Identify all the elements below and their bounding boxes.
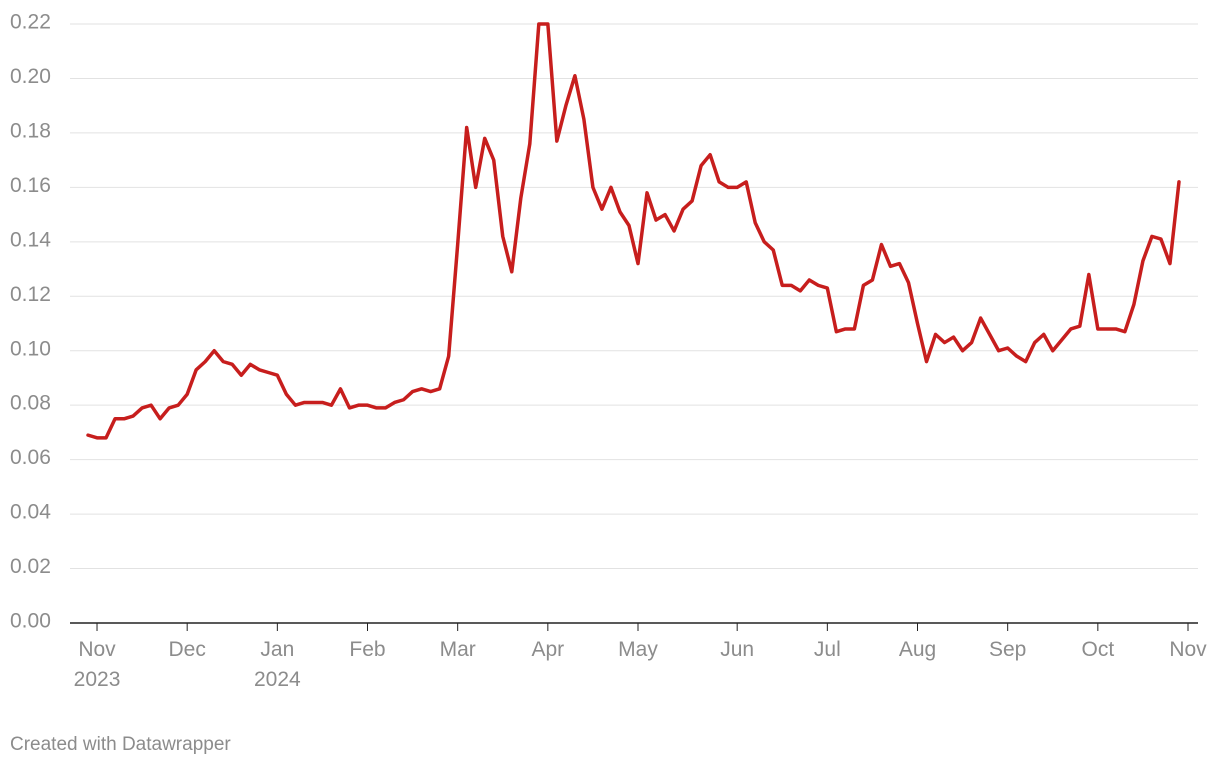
data-line [86,22,1181,440]
x-tick-label: Jul [813,638,841,661]
x-tick-label: Nov [1169,638,1207,661]
y-tick-label: 0.04 [10,501,51,524]
footer: Created with Datawrapper [10,734,231,755]
x-tick-label: May [618,638,658,661]
y-tick-label: 0.20 [10,65,51,88]
x-tick-label: Mar [439,638,476,661]
y-tick-label: 0.16 [10,174,51,197]
y-tick-label: 0.22 [10,11,51,34]
x-tick-label: Jan 2024 [253,638,301,691]
y-tick-label: 0.14 [10,228,51,251]
y-tick-label: 0.06 [10,446,51,469]
x-tick-label: Dec [168,638,206,661]
y-tick-label: 0.08 [10,392,51,415]
x-tick-label: Apr [531,638,565,661]
x-tick-label: Aug [898,638,937,661]
x-tick-label: Feb [349,638,386,661]
y-tick-label: 0.12 [10,283,51,306]
y-tick-label: 0.18 [10,119,51,142]
y-tick-label: 0.10 [10,337,51,360]
y-tick-label: 0.00 [10,610,51,633]
x-tick-label: Nov 2023 [73,638,121,691]
x-tick-label: Jun [720,638,755,661]
y-tick-label: 0.02 [10,555,51,578]
x-tick-label: Oct [1081,638,1115,661]
x-tick-label: Sep [988,638,1027,661]
